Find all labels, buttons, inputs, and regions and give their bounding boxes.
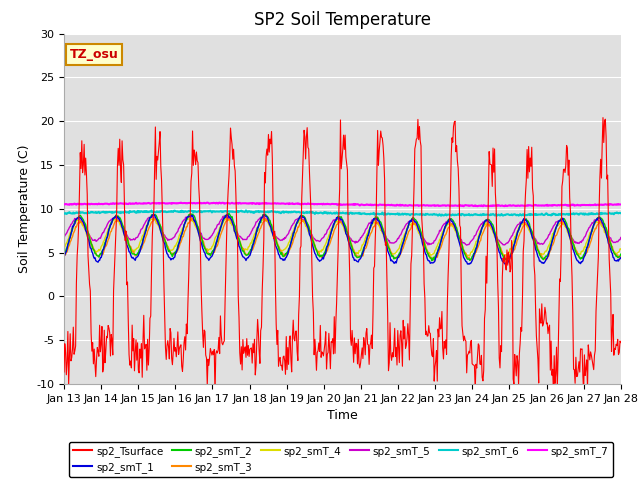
Y-axis label: Soil Temperature (C): Soil Temperature (C) — [18, 144, 31, 273]
Text: TZ_osu: TZ_osu — [70, 48, 118, 61]
Legend: sp2_Tsurface, sp2_smT_1, sp2_smT_2, sp2_smT_3, sp2_smT_4, sp2_smT_5, sp2_smT_6, : sp2_Tsurface, sp2_smT_1, sp2_smT_2, sp2_… — [69, 442, 612, 477]
Title: SP2 Soil Temperature: SP2 Soil Temperature — [254, 11, 431, 29]
X-axis label: Time: Time — [327, 409, 358, 422]
